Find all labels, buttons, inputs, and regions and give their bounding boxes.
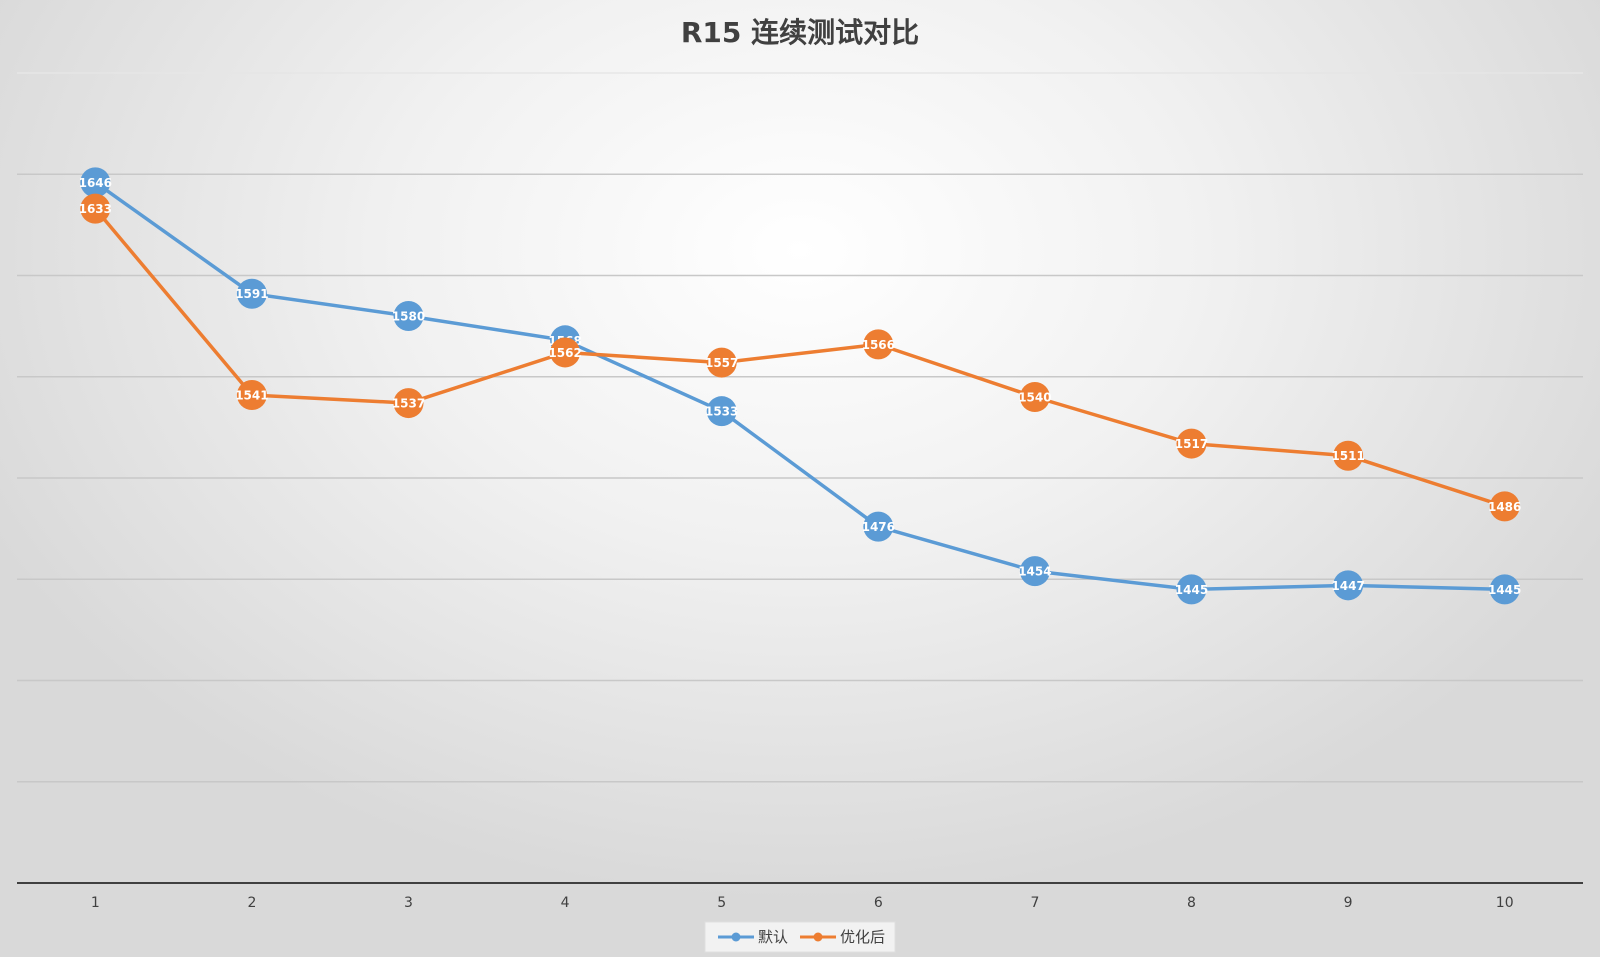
legend-marker [813,932,823,942]
series-line [93,180,1507,592]
data-point [1176,574,1207,605]
series-group: 1646159115801568153314761454144514471445… [79,167,1521,605]
legend-label: 默认 [758,928,788,946]
data-label: 1445 [1488,583,1521,597]
data-label: 1486 [1488,500,1521,514]
series-line [93,206,1507,509]
legend: 默认 优化后 [704,921,896,953]
data-point [1176,428,1207,459]
data-point [236,278,267,309]
x-axis: 1 2 3 4 5 6 7 8 9 10 [17,882,1583,911]
x-tick-label: 9 [1344,895,1353,911]
chart-title: R15 连续测试对比 [681,16,919,49]
legend-label: 优化后 [840,928,885,946]
data-point [80,167,111,198]
x-tick-label: 6 [874,895,883,911]
data-point [863,511,894,542]
data-point [550,337,581,368]
x-tick-label: 2 [247,895,256,911]
data-label: 1541 [235,388,268,402]
data-label: 1646 [79,176,112,190]
data-label: 1511 [1331,449,1364,463]
gridlines [17,72,1583,783]
data-label: 1517 [1175,437,1208,451]
data-label: 1591 [235,287,268,301]
x-tick-label: 4 [561,895,570,911]
data-label: 1476 [862,520,895,534]
data-point [1019,556,1050,587]
legend-item: 默认 [718,928,788,946]
data-label: 1454 [1018,565,1051,579]
x-tick-label: 1 [91,895,100,911]
data-label: 1447 [1331,579,1364,593]
data-point [706,396,737,427]
series-1: 1646159115801568153314761454144514471445 [79,167,1521,605]
data-point [706,347,737,378]
data-label: 1557 [705,356,738,370]
x-tick-label: 10 [1496,895,1514,911]
data-point [393,301,424,331]
legend-item: 优化后 [800,928,885,946]
x-tick-label: 8 [1187,895,1196,911]
data-label: 1580 [392,310,425,324]
data-label: 1445 [1175,583,1208,597]
data-point [236,379,267,410]
x-tick-label: 5 [717,895,726,911]
data-point [1019,382,1050,412]
data-point [863,329,894,360]
data-label: 1533 [705,405,738,419]
data-point [393,388,424,419]
series-2: 1633 1541 1537 1562 1557 1566 1540 1517 1511 1486 [79,193,1521,522]
data-label: 1562 [548,346,581,360]
data-label: 1633 [79,202,112,216]
x-tick-label: 3 [404,895,413,911]
data-point [1489,491,1520,522]
data-label: 1540 [1018,391,1051,405]
legend-marker [731,932,741,942]
data-point [1333,570,1364,601]
data-point [1333,440,1364,471]
data-point [80,193,111,224]
data-label: 1537 [392,397,425,411]
data-point [1489,574,1520,605]
data-label: 1566 [862,338,895,352]
x-tick-label: 7 [1030,895,1039,911]
